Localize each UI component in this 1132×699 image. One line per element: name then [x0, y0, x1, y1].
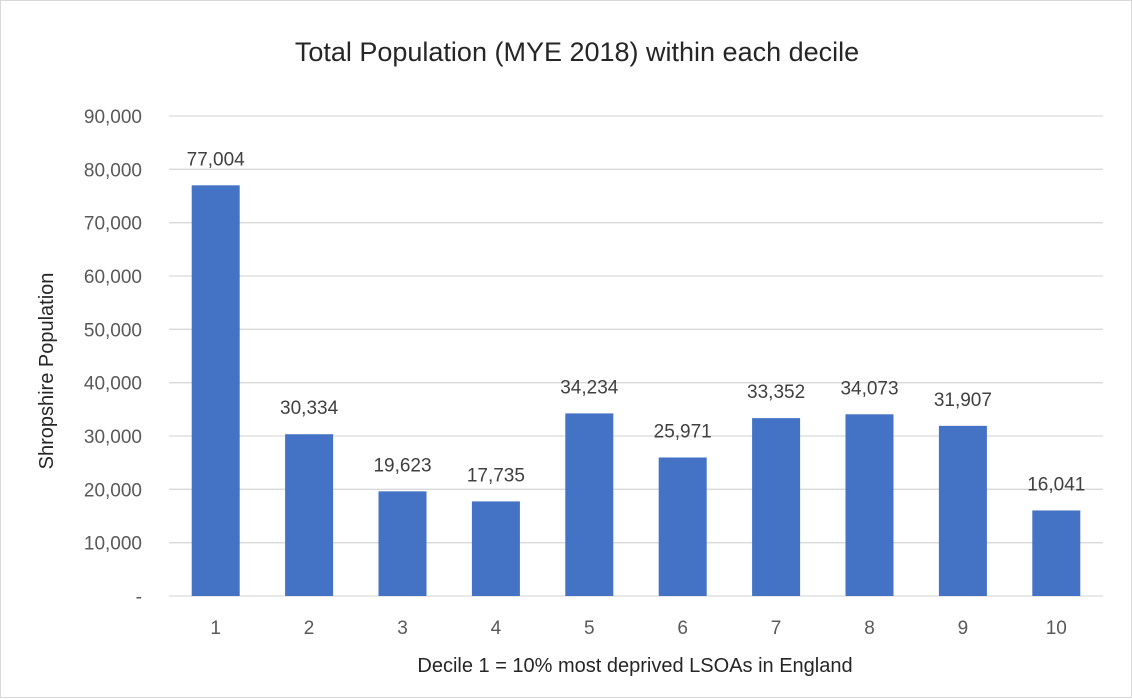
bar: [471, 501, 520, 596]
data-label: 33,352: [747, 382, 805, 403]
y-tick-label: 50,000: [84, 320, 142, 341]
x-tick-label: 7: [771, 618, 782, 639]
chart-title: Total Population (MYE 2018) within each …: [295, 37, 859, 67]
data-label: 31,907: [934, 390, 992, 411]
bar: [565, 413, 614, 596]
y-tick-label: 30,000: [84, 427, 142, 448]
bar: [658, 457, 707, 596]
data-label: 34,234: [560, 377, 619, 398]
y-tick-label: 90,000: [84, 107, 142, 128]
x-tick-label: 10: [1046, 618, 1067, 639]
bar: [1032, 510, 1081, 596]
x-tick-label: 2: [304, 618, 315, 639]
bar: [938, 425, 987, 596]
data-label: 16,041: [1027, 474, 1085, 495]
y-axis-tick-labels: - 10,000 20,000 30,000 40,000 50,000 60,000 70,…: [84, 107, 142, 608]
data-label: 19,623: [373, 455, 431, 476]
y-tick-label: 40,000: [84, 374, 142, 395]
data-label: 30,334: [280, 398, 339, 419]
data-label: 34,073: [840, 378, 898, 399]
bar: [752, 418, 801, 596]
y-tick-label: 10,000: [84, 534, 142, 555]
y-tick-label: 60,000: [84, 267, 142, 288]
y-tick-label: 70,000: [84, 214, 142, 235]
x-tick-label: 4: [491, 618, 502, 639]
bar: [285, 434, 334, 596]
x-tick-label: 8: [864, 618, 875, 639]
bar: [845, 414, 894, 596]
bar: [378, 491, 427, 596]
data-label: 17,735: [467, 465, 525, 486]
x-tick-label: 6: [677, 618, 688, 639]
x-tick-label: 1: [210, 618, 221, 639]
bar: [191, 185, 240, 596]
y-tick-label: 20,000: [84, 480, 142, 501]
bars: [191, 185, 1081, 596]
y-tick-label: -: [136, 587, 142, 608]
x-axis-title: Decile 1 = 10% most deprived LSOAs in En…: [417, 655, 852, 677]
data-label: 25,971: [654, 421, 712, 442]
x-tick-label: 9: [958, 618, 969, 639]
x-axis-tick-labels: 1 2 3 4 5 6 7 8 9 10: [210, 618, 1066, 639]
data-labels: 77,004 30,334 19,623 17,735 34,234 25,971 33,3…: [187, 149, 1086, 495]
y-tick-label: 80,000: [84, 160, 142, 181]
y-axis-title: Shropshire Population: [36, 273, 58, 470]
data-label: 77,004: [187, 149, 246, 170]
x-tick-label: 3: [397, 618, 408, 639]
x-tick-label: 5: [584, 618, 595, 639]
